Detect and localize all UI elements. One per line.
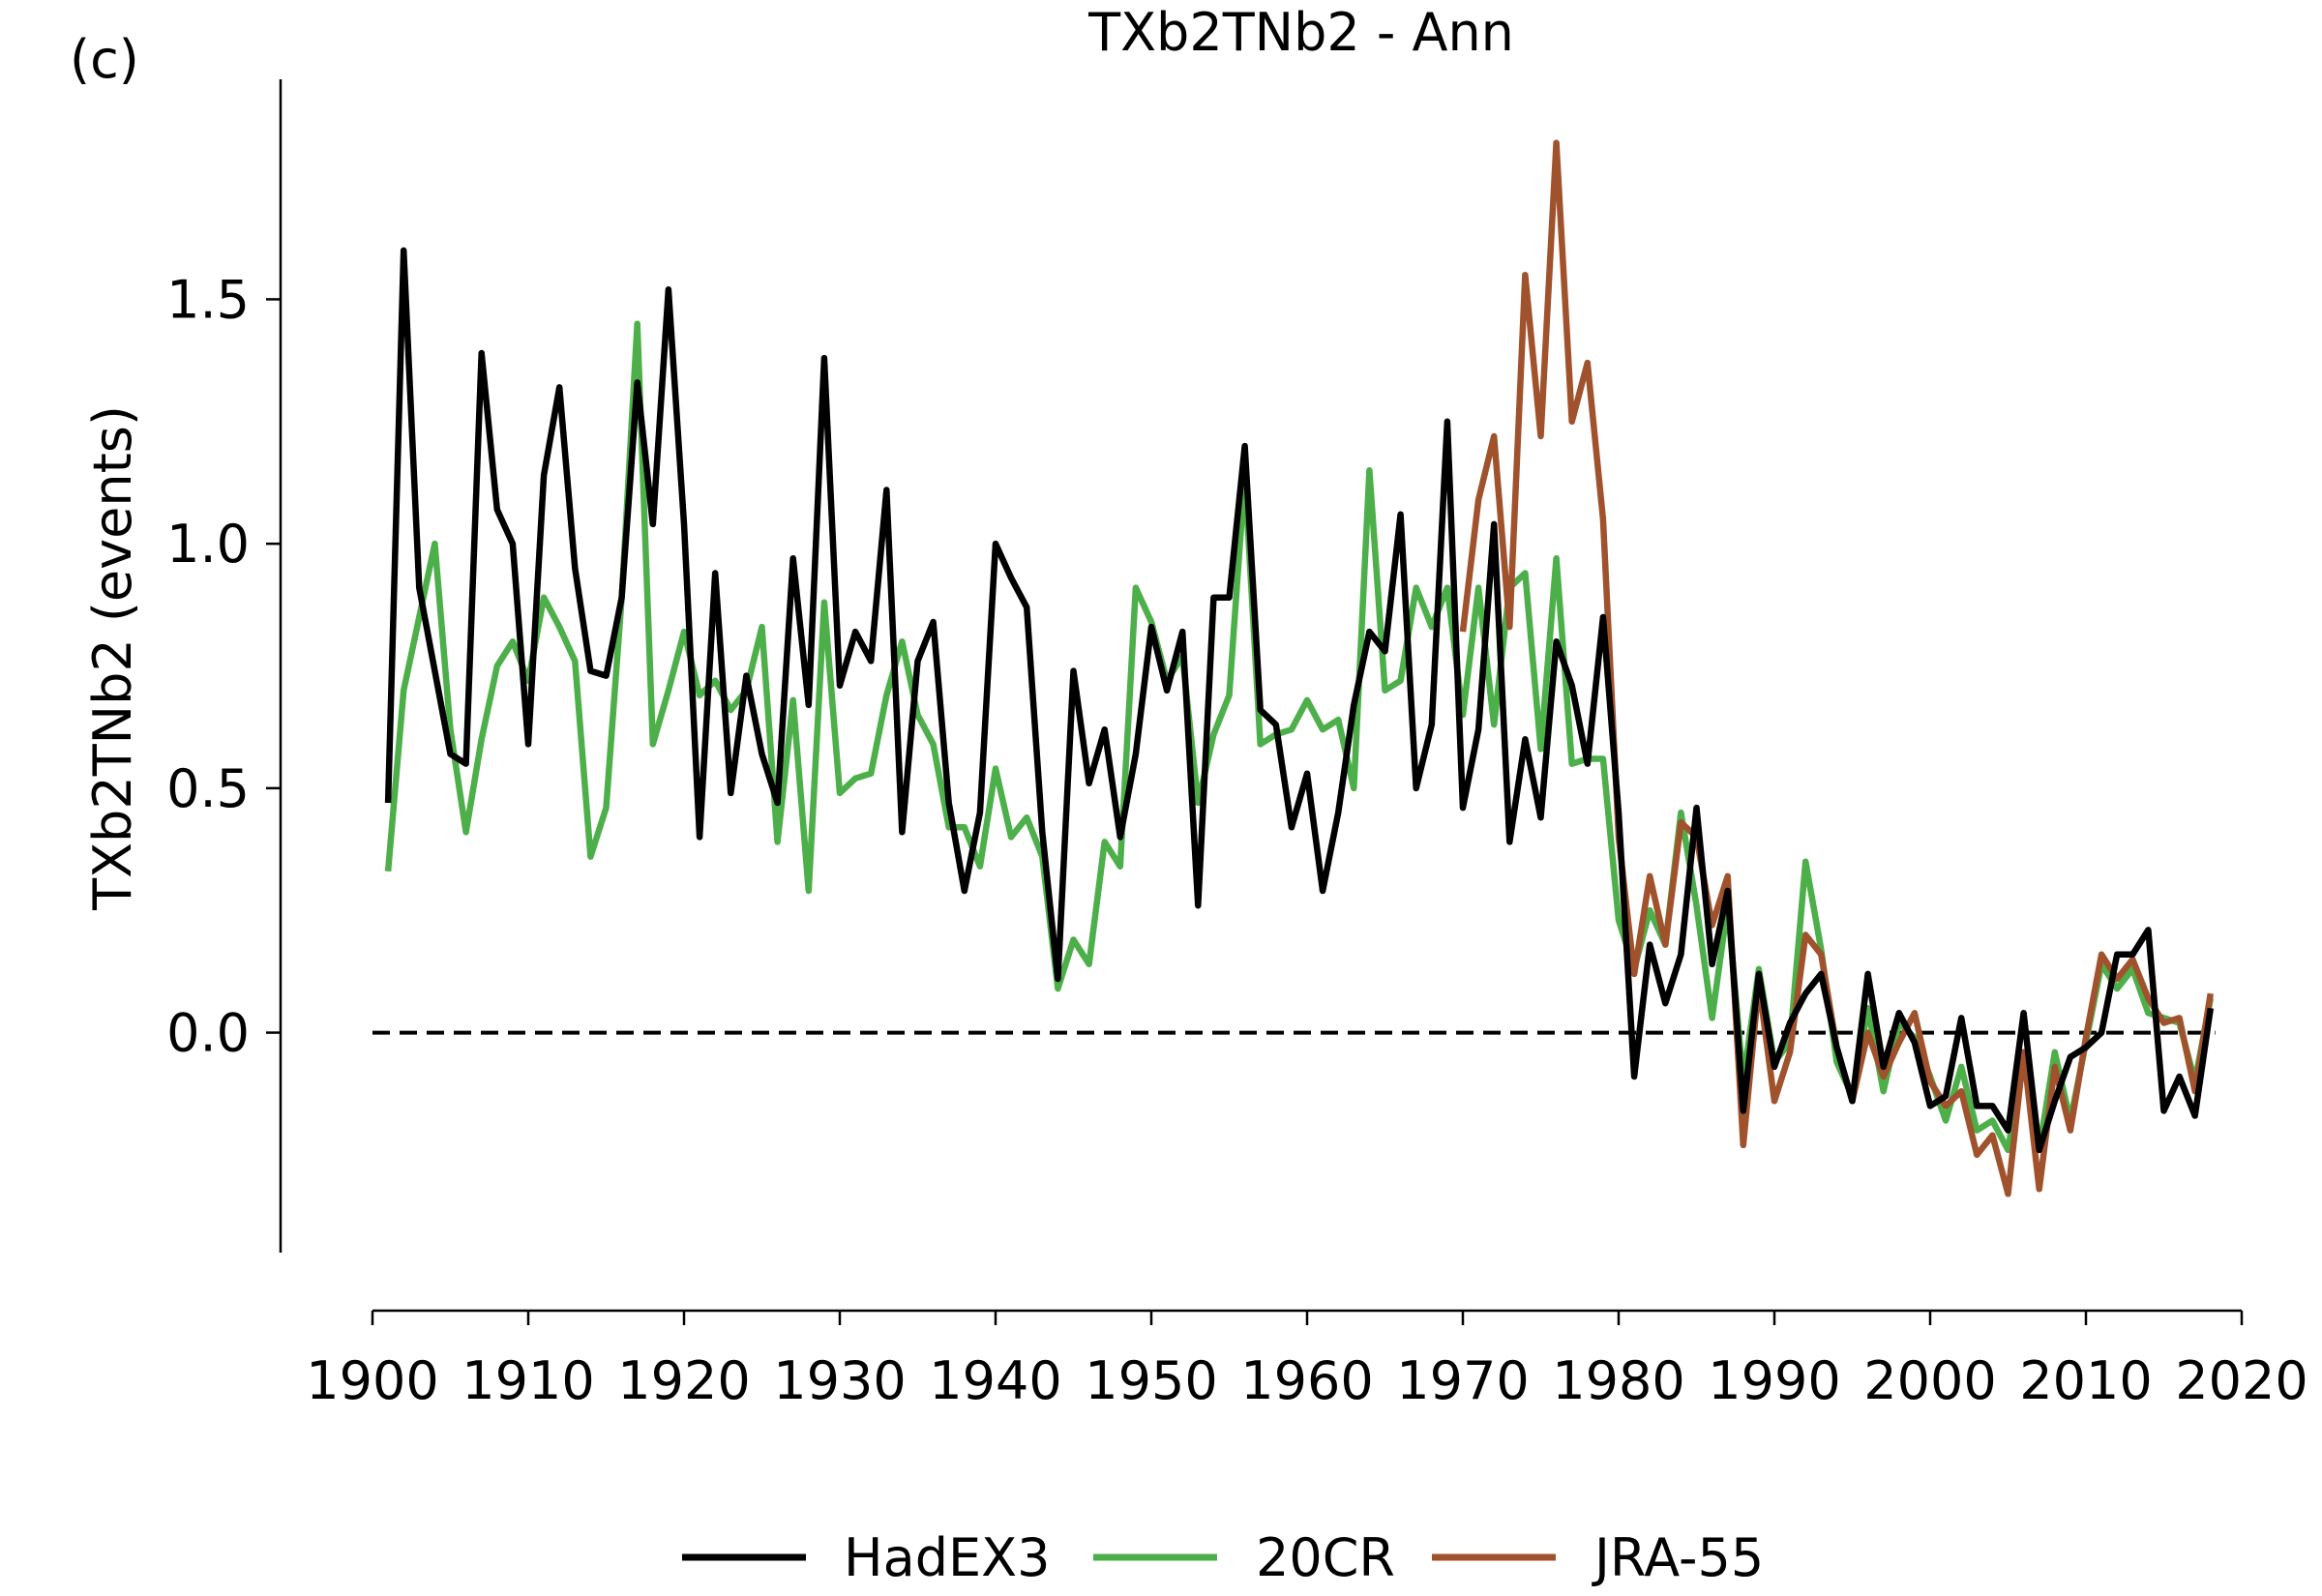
x-tick-label: 1990 — [1708, 1350, 1840, 1411]
x-tick-label: 1900 — [306, 1350, 438, 1411]
legend-label: HadEX3 — [844, 1527, 1050, 1588]
x-tick-label: 1920 — [617, 1350, 750, 1411]
x-tick-label: 2010 — [2019, 1350, 2152, 1411]
y-ticks: 0.0 0.5 1.0 1.5 — [166, 269, 281, 1064]
series-line-20cr — [384, 320, 2214, 1154]
x-tick-label: 1910 — [461, 1350, 594, 1411]
series-layer — [384, 139, 2215, 1197]
y-axis-label: TXb2TNb2 (events) — [82, 405, 143, 911]
y-tick-label: 1.5 — [166, 269, 250, 330]
legend: HadEX3 20CR JRA-55 — [682, 1527, 1764, 1588]
y-tick-label: 0.0 — [166, 1003, 250, 1064]
chart-title: TXb2TNb2 - Ann — [1087, 2, 1514, 63]
x-tick-label: 1950 — [1085, 1350, 1217, 1411]
legend-label: JRA-55 — [1592, 1527, 1764, 1588]
y-tick-label: 0.5 — [166, 758, 250, 819]
x-tick-label: 1960 — [1240, 1350, 1373, 1411]
x-tick-label: 1980 — [1552, 1350, 1684, 1411]
x-ticks: 1900 1910 1920 1930 1940 1950 1960 1970 1980 1990… — [306, 1311, 2308, 1411]
x-tick-label: 1970 — [1396, 1350, 1529, 1411]
y-tick-label: 1.0 — [166, 514, 250, 575]
x-tick-label: 1940 — [929, 1350, 1061, 1411]
series-line-hadex3 — [384, 247, 2215, 1154]
x-tick-label: 2000 — [1863, 1350, 1996, 1411]
x-tick-label: 2020 — [2175, 1350, 2307, 1411]
panel-label: (c) — [70, 29, 139, 90]
legend-label: 20CR — [1256, 1527, 1395, 1588]
x-tick-label: 1930 — [773, 1350, 906, 1411]
